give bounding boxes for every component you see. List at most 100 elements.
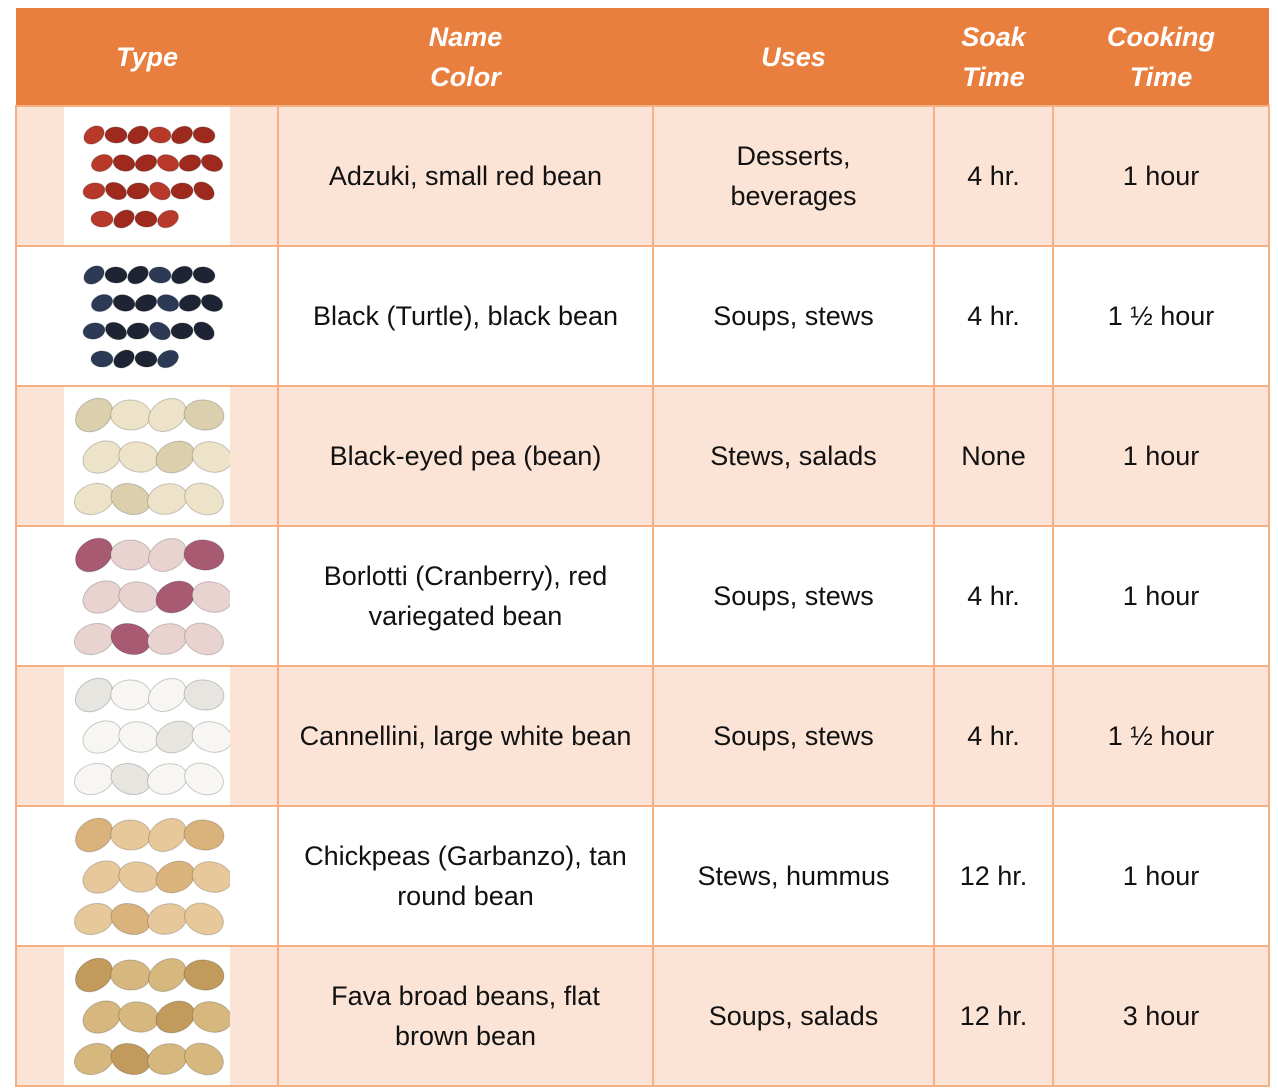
bean-image: [64, 107, 230, 245]
bean: [74, 817, 114, 853]
bean: [156, 154, 180, 172]
bean: [191, 721, 230, 753]
cooking-time: 1 hour: [1052, 525, 1270, 667]
bean: [155, 860, 196, 894]
bean: [74, 957, 114, 993]
table-row: Black-eyed pea (bean) Stews, salads None 1 …: [15, 385, 1270, 527]
bean: [118, 581, 160, 613]
bean: [155, 440, 196, 474]
bean: [191, 441, 230, 473]
bean: [147, 1043, 188, 1075]
bean: [184, 622, 224, 656]
bean: [82, 860, 122, 894]
bean: [192, 126, 216, 144]
bean: [126, 322, 150, 340]
bean: [148, 538, 187, 572]
table-row: Black (Turtle), black bean Soups, stews 4 …: [15, 245, 1270, 387]
bean: [90, 293, 114, 313]
bean-uses: Soups, salads: [652, 945, 935, 1087]
bean-name: Cannellini, large white bean: [277, 665, 654, 807]
bean-name: Chickpeas (Garbanzo), tan round bean: [277, 805, 654, 947]
header-text: Soak: [961, 21, 1026, 52]
bean: [90, 153, 114, 173]
bean: [126, 182, 150, 200]
bean: [118, 1001, 160, 1033]
bean: [83, 125, 105, 145]
bean: [200, 154, 224, 172]
bean: [74, 677, 114, 713]
bean-name: Adzuki, small red bean: [277, 105, 654, 247]
bean-uses: Desserts, beverages: [652, 105, 935, 247]
bean: [178, 294, 202, 312]
bean: [90, 210, 114, 228]
bean: [134, 350, 158, 368]
bean: [110, 959, 152, 991]
cooking-time: 1 hour: [1052, 105, 1270, 247]
bean: [110, 819, 152, 851]
bean-image-cell: [15, 245, 279, 387]
header-text: Name: [428, 21, 503, 52]
cooking-time: 3 hour: [1052, 945, 1270, 1087]
bean: [90, 350, 114, 368]
cooking-time: 1 hour: [1052, 385, 1270, 527]
bean-image-cell: [15, 665, 279, 807]
bean: [149, 321, 171, 341]
bean: [148, 958, 187, 992]
table-body: Adzuki, small red bean Desserts, beverage…: [15, 105, 1270, 1087]
bean: [73, 762, 115, 796]
bean: [73, 902, 115, 936]
bean: [184, 762, 224, 796]
header-text: Type: [115, 41, 178, 72]
bean: [110, 1042, 151, 1076]
bean-table: Type Name Color Uses Soak Time Cooking Time Adz…: [15, 8, 1270, 1087]
bean: [200, 294, 224, 312]
bean: [147, 483, 188, 515]
header-cell: Soak Time: [934, 8, 1053, 106]
bean: [193, 181, 215, 201]
bean: [193, 321, 215, 341]
table-row: Adzuki, small red bean Desserts, beverage…: [15, 105, 1270, 247]
bean: [118, 861, 160, 893]
bean: [157, 349, 179, 369]
bean: [127, 125, 149, 145]
header-cell: Cooking Time: [1053, 8, 1269, 106]
bean-image-cell: [15, 385, 279, 527]
bean: [105, 321, 127, 341]
bean: [155, 580, 196, 614]
bean: [147, 763, 188, 795]
bean: [148, 818, 187, 852]
bean: [183, 959, 225, 991]
bean-name: Black (Turtle), black bean: [277, 245, 654, 387]
bean-name: Fava broad beans, flat brown bean: [277, 945, 654, 1087]
bean: [73, 1042, 115, 1076]
bean: [191, 581, 230, 613]
header-text: Time: [962, 61, 1025, 92]
bean-uses: Soups, stews: [652, 245, 935, 387]
bean: [134, 210, 158, 228]
bean-uses: Stews, salads: [652, 385, 935, 527]
bean-image: [64, 667, 230, 805]
soak-time: 4 hr.: [933, 525, 1054, 667]
bean: [171, 265, 193, 285]
bean: [155, 1000, 196, 1034]
bean: [110, 539, 152, 571]
bean-image: [64, 387, 230, 525]
table-row: Chickpeas (Garbanzo), tan round bean Stew…: [15, 805, 1270, 947]
cooking-time: 1 ½ hour: [1052, 245, 1270, 387]
bean: [148, 398, 187, 432]
soak-time: 12 hr.: [933, 945, 1054, 1087]
bean: [112, 154, 136, 172]
header-text: Uses: [761, 41, 826, 72]
bean: [105, 181, 127, 201]
soak-time: 4 hr.: [933, 245, 1054, 387]
bean-image-cell: [15, 105, 279, 247]
bean-uses: Soups, stews: [652, 525, 935, 667]
bean-image-cell: [15, 805, 279, 947]
bean-name: Black-eyed pea (bean): [277, 385, 654, 527]
bean: [110, 399, 152, 431]
bean: [112, 294, 136, 312]
soak-time: 4 hr.: [933, 105, 1054, 247]
bean-image-cell: [15, 945, 279, 1087]
header-cell: Type: [16, 8, 278, 106]
